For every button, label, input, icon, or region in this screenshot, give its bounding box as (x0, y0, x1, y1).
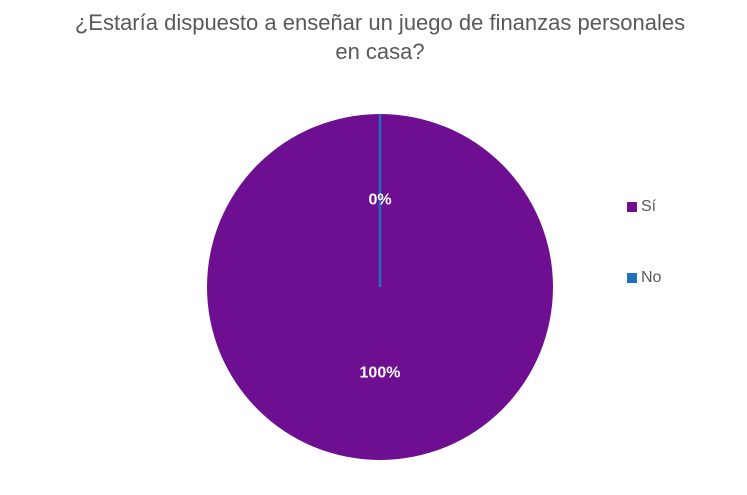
data-label: 0% (368, 192, 391, 209)
data-label: 100% (360, 365, 401, 382)
legend-swatch (627, 273, 637, 283)
chart-title: ¿Estaría dispuesto a enseñar un juego de… (74, 10, 686, 64)
legend-label: No (641, 269, 662, 286)
legend-swatch (627, 202, 637, 212)
legend-label: Sí (641, 198, 657, 215)
